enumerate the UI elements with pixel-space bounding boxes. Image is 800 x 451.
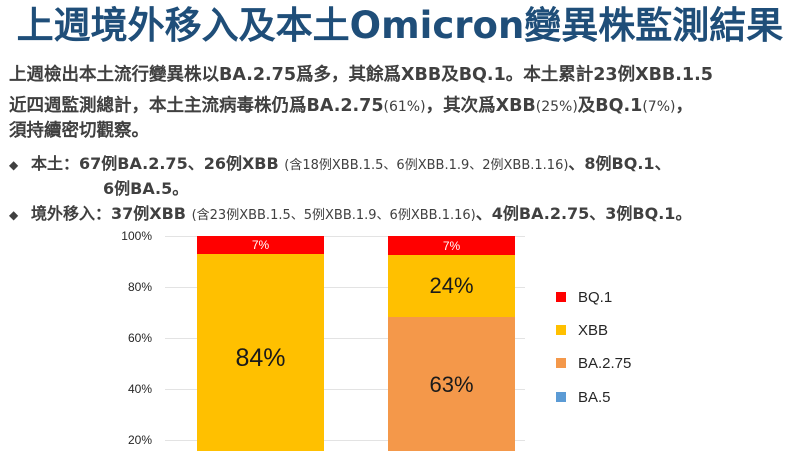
legend-label: BA.5 (578, 389, 611, 406)
legend-item-bq1: BQ.1 (556, 289, 612, 306)
gridline (165, 389, 525, 390)
bullet-text: 本土：67例BA.2.75、26例XBB (31, 154, 285, 173)
data-label: 63% (429, 372, 474, 397)
summary-text: 及BQ.1 (577, 96, 643, 116)
summary-text: ，其次爲XBB (425, 96, 536, 116)
y-tick-100: 100% (121, 229, 152, 243)
bar-imported: 7% 84% (197, 236, 324, 451)
legend-swatch-icon (556, 392, 566, 403)
bullet-subtext: (含23例XBB.1.5、5例XBB.1.9、6例XBB.1.16) (191, 208, 476, 223)
stacked-bar-chart: 100% 80% 60% 40% 20% 7% 84% 7% 24% 63% B… (0, 225, 800, 451)
page-title: 上週境外移入及本土Omicron變異株監測結果 (16, 4, 784, 47)
summary-text: ， (675, 96, 693, 116)
legend-label: XBB (578, 322, 609, 339)
summary-text: 上週檢出本土流行變異株以BA.2.75爲多，其餘爲XBB及BQ.1。本土累計23… (9, 65, 713, 85)
summary-text: 須持續密切觀察。 (9, 121, 149, 141)
bullet-domestic: ◆ 本土：67例BA.2.75、26例XBB (含18例XBB.1.5、6例XBB… (9, 151, 671, 198)
legend-label: BA.2.75 (578, 355, 632, 372)
legend-label: BQ.1 (578, 289, 613, 306)
percentage-bq1: (7%) (642, 99, 676, 115)
data-label: 7% (442, 238, 461, 253)
gridline (165, 236, 525, 237)
bullet-imported: ◆ 境外移入：37例XBB (含23例XBB.1.5、5例XBB.1.9、6例XB… (9, 201, 691, 228)
legend-swatch-icon (556, 358, 566, 369)
bullet-text: 、8例BQ.1、 (568, 154, 671, 173)
summary-line-3: 須持續密切觀察。 (9, 117, 149, 145)
y-tick-60: 60% (127, 331, 152, 345)
percentage-ba275: (61%) (383, 99, 426, 115)
legend-item-ba275: BA.2.75 (556, 355, 631, 372)
y-tick-20: 20% (127, 433, 152, 447)
legend-swatch-icon (556, 325, 566, 336)
gridline (165, 287, 525, 288)
bullet-text: 、4例BA.2.75、3例BQ.1。 (475, 204, 692, 223)
gridline (165, 338, 525, 339)
segment-ba275: 63% (388, 317, 515, 451)
bullet-text: 境外移入：37例XBB (31, 204, 192, 223)
segment-bq1: 7% (388, 236, 515, 255)
legend-swatch-icon (556, 292, 566, 303)
summary-text: 近四週監測總計，本土主流病毒株仍爲BA.2.75 (9, 96, 384, 116)
bullet-continuation: 6例BA.5。 (103, 179, 189, 198)
diamond-bullet-icon: ◆ (9, 208, 19, 222)
y-tick-80: 80% (127, 280, 152, 294)
legend-item-ba5: BA.5 (556, 389, 611, 406)
summary-line-1: 上週檢出本土流行變異株以BA.2.75爲多，其餘爲XBB及BQ.1。本土累計23… (9, 61, 713, 89)
data-label: 84% (235, 344, 286, 372)
bullet-subtext: (含18例XBB.1.5、6例XBB.1.9、2例XBB.1.16) (284, 158, 569, 173)
data-label: 7% (251, 238, 270, 252)
gridline (165, 440, 525, 441)
data-label: 24% (429, 273, 474, 298)
legend-item-xbb: XBB (556, 322, 608, 339)
percentage-xbb: (25%) (535, 99, 578, 115)
y-tick-40: 40% (127, 382, 152, 396)
summary-line-2: 近四週監測總計，本土主流病毒株仍爲BA.2.75(61%)，其次爲XBB(25%… (9, 92, 693, 121)
bar-domestic: 7% 24% 63% (388, 236, 515, 451)
diamond-bullet-icon: ◆ (9, 158, 19, 172)
segment-bq1: 7% (197, 236, 324, 254)
segment-xbb: 24% (388, 255, 515, 317)
segment-xbb: 84% (197, 254, 324, 451)
